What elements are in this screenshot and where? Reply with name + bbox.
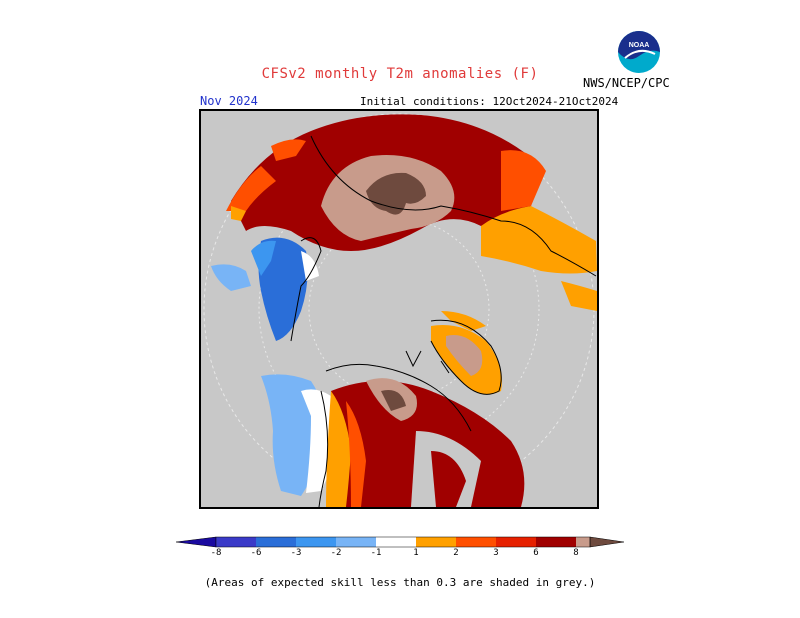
agency-label: NWS/NCEP/CPC	[583, 76, 670, 90]
colorbar	[175, 536, 625, 548]
tick-label: -3	[290, 548, 302, 558]
tick-label: 2	[453, 548, 459, 558]
tick-label: -1	[370, 548, 382, 558]
tick-label: 3	[493, 548, 499, 558]
tick-label: -2	[330, 548, 342, 558]
initial-conditions: Initial conditions: 12Oct2024-21Oct2024	[360, 95, 619, 108]
polar-map	[201, 111, 597, 507]
map-panel	[199, 109, 599, 509]
target-month: Nov 2024	[200, 94, 258, 108]
coastlines	[290, 135, 597, 507]
tick-label: -6	[250, 548, 262, 558]
tick-label: 6	[533, 548, 539, 558]
logo-text: NOAA	[629, 42, 650, 49]
tick-label: 1	[413, 548, 419, 558]
tick-label: 8	[573, 548, 579, 558]
tick-label: -8	[210, 548, 222, 558]
noaa-logo-icon: NOAA	[618, 31, 660, 73]
skill-footnote: (Areas of expected skill less than 0.3 a…	[204, 576, 596, 589]
chart-title: CFSv2 monthly T2m anomalies (F)	[261, 66, 539, 82]
